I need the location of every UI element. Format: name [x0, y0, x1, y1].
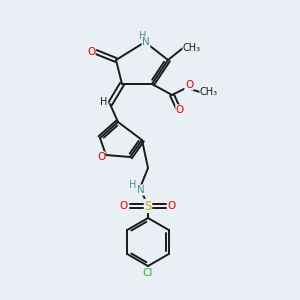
Text: H: H: [139, 31, 147, 41]
Text: O: O: [168, 201, 176, 211]
Text: O: O: [185, 80, 193, 90]
Text: H: H: [100, 97, 108, 107]
Text: O: O: [120, 201, 128, 211]
Text: O: O: [97, 152, 105, 162]
Text: H: H: [129, 180, 137, 190]
Text: O: O: [87, 47, 95, 57]
Text: O: O: [176, 105, 184, 115]
Text: Cl: Cl: [143, 268, 153, 278]
Text: CH₃: CH₃: [200, 87, 218, 97]
Text: CH₃: CH₃: [183, 43, 201, 53]
Text: N: N: [137, 185, 145, 195]
Text: N: N: [142, 37, 150, 47]
Text: S: S: [144, 200, 152, 212]
